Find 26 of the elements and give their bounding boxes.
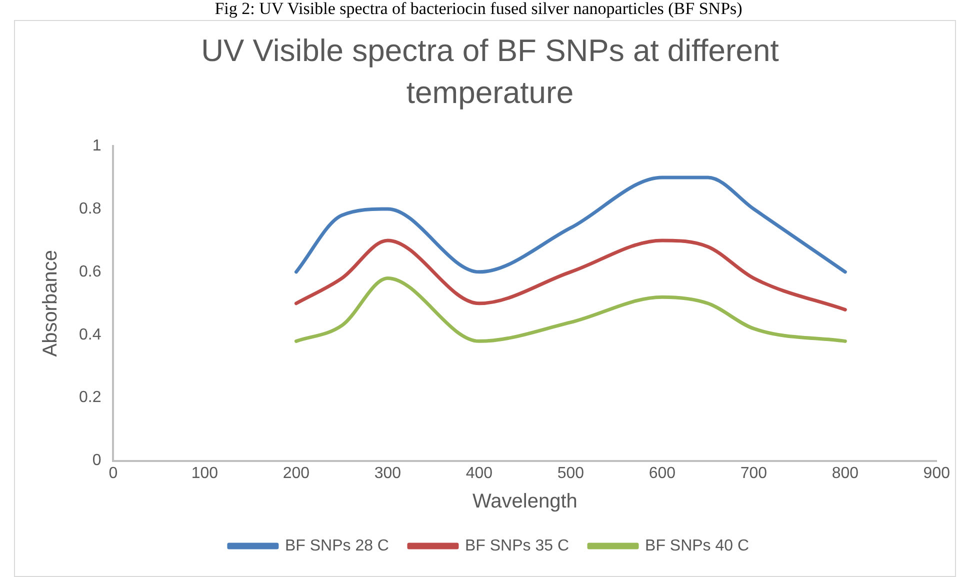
line-series bbox=[294, 276, 847, 343]
y-axis-title: Absorbance bbox=[40, 250, 62, 357]
y-tick-label: 0.4 bbox=[78, 326, 102, 344]
x-tick-label: 0 bbox=[108, 464, 118, 482]
legend-label: BF SNPs 40 C bbox=[645, 537, 750, 554]
x-tick-label: 900 bbox=[923, 464, 950, 482]
x-tick-label: 500 bbox=[557, 464, 584, 482]
y-tick-label: 0.6 bbox=[78, 263, 102, 280]
y-tick-label: 0.2 bbox=[78, 389, 102, 406]
line-series bbox=[294, 176, 847, 274]
x-tick-label: 800 bbox=[832, 464, 859, 482]
x-tick-label: 400 bbox=[466, 464, 493, 482]
x-tick-label: 700 bbox=[740, 464, 768, 482]
legend-label: BF SNPs 35 C bbox=[464, 537, 570, 554]
y-tick-label: 1 bbox=[92, 137, 102, 154]
x-axis-title: Wavelength bbox=[472, 490, 578, 513]
x-tick-label: 300 bbox=[374, 464, 402, 482]
legend-label: BF SNPs 28 C bbox=[284, 537, 389, 554]
caption: Fig 2: UV Visible spectra of bacteriocin fused silver nanoparticles (BF SNPs) bbox=[214, 0, 744, 18]
chart-title: UV Visible spectra of BF SNPs at different temperature bbox=[200, 32, 780, 112]
line-series bbox=[294, 238, 847, 312]
x-tick-label: 600 bbox=[648, 464, 676, 482]
y-tick-label: 0 bbox=[92, 452, 102, 470]
x-tick-label: 200 bbox=[282, 464, 310, 482]
x-tick-label: 100 bbox=[191, 464, 218, 482]
y-tick-label: 0.8 bbox=[78, 200, 102, 218]
